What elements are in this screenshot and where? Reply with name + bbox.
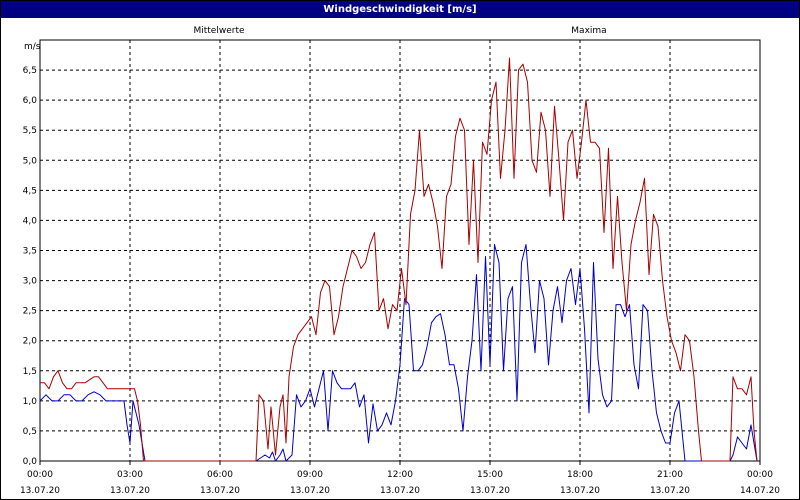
- x-tick-date: 13.07.20: [110, 486, 150, 496]
- window-title: Windgeschwindigkeit [m/s]: [1, 1, 799, 18]
- y-tick-label: 2,0: [23, 337, 38, 347]
- y-tick-label: 4,0: [23, 216, 38, 226]
- y-tick-label: 4,5: [23, 186, 37, 196]
- series-line-maxima: [40, 57, 758, 462]
- chart-canvas: m/s 0,0 0,5 1,0 1,5 2,0 2,5 3,0 3,5 4,0 4,5 5,0 5,5…: [20, 26, 780, 496]
- y-tick-label: 0,0: [23, 457, 38, 467]
- y-tick-label: 3,5: [23, 247, 37, 257]
- x-tick-date: 14.07.20: [740, 486, 780, 496]
- y-tick-label: 3,0: [23, 277, 38, 287]
- x-tick-date: 13.07.20: [560, 486, 600, 496]
- grid: [40, 40, 760, 462]
- x-tick-date: 13.07.20: [380, 486, 420, 496]
- y-tick-label: 6,5: [23, 66, 37, 76]
- x-tick-time: 21:00: [657, 470, 683, 480]
- x-tick-date: 13.07.20: [200, 486, 240, 496]
- series: [39, 57, 758, 462]
- x-tick-time: 03:00: [117, 470, 143, 480]
- y-tick-label: 1,0: [23, 397, 38, 407]
- x-tick-date: 13.07.20: [20, 486, 60, 496]
- x-tick-time: 00:00: [27, 470, 53, 480]
- x-tick-time: 09:00: [297, 470, 323, 480]
- x-tick-date: 13.07.20: [470, 486, 510, 496]
- y-tick-label: 5,5: [23, 126, 37, 136]
- y-tick-label: 5,0: [23, 156, 38, 166]
- legend-maxima: Maxima: [571, 26, 606, 36]
- y-tick-label: 6,0: [23, 96, 38, 106]
- x-tick-time: 06:00: [207, 470, 233, 480]
- legend: Mittelwerte Maxima: [193, 26, 606, 36]
- y-tick-label: 2,5: [23, 307, 37, 317]
- x-tick-date: 13.07.20: [650, 486, 690, 496]
- x-tick-time: 00:00: [747, 470, 773, 480]
- x-tick-time: 12:00: [387, 470, 413, 480]
- y-axis-label: m/s: [24, 42, 41, 52]
- x-tick-time: 18:00: [567, 470, 593, 480]
- x-tick-time: 15:00: [477, 470, 503, 480]
- axes: m/s 0,0 0,5 1,0 1,5 2,0 2,5 3,0 3,5 4,0 4,5 5,0 5,5…: [20, 42, 780, 496]
- y-tick-label: 0,5: [23, 427, 37, 437]
- y-tick-label: 1,5: [23, 367, 37, 377]
- x-tick-date: 13.07.20: [290, 486, 330, 496]
- legend-mittelwerte: Mittelwerte: [193, 26, 244, 36]
